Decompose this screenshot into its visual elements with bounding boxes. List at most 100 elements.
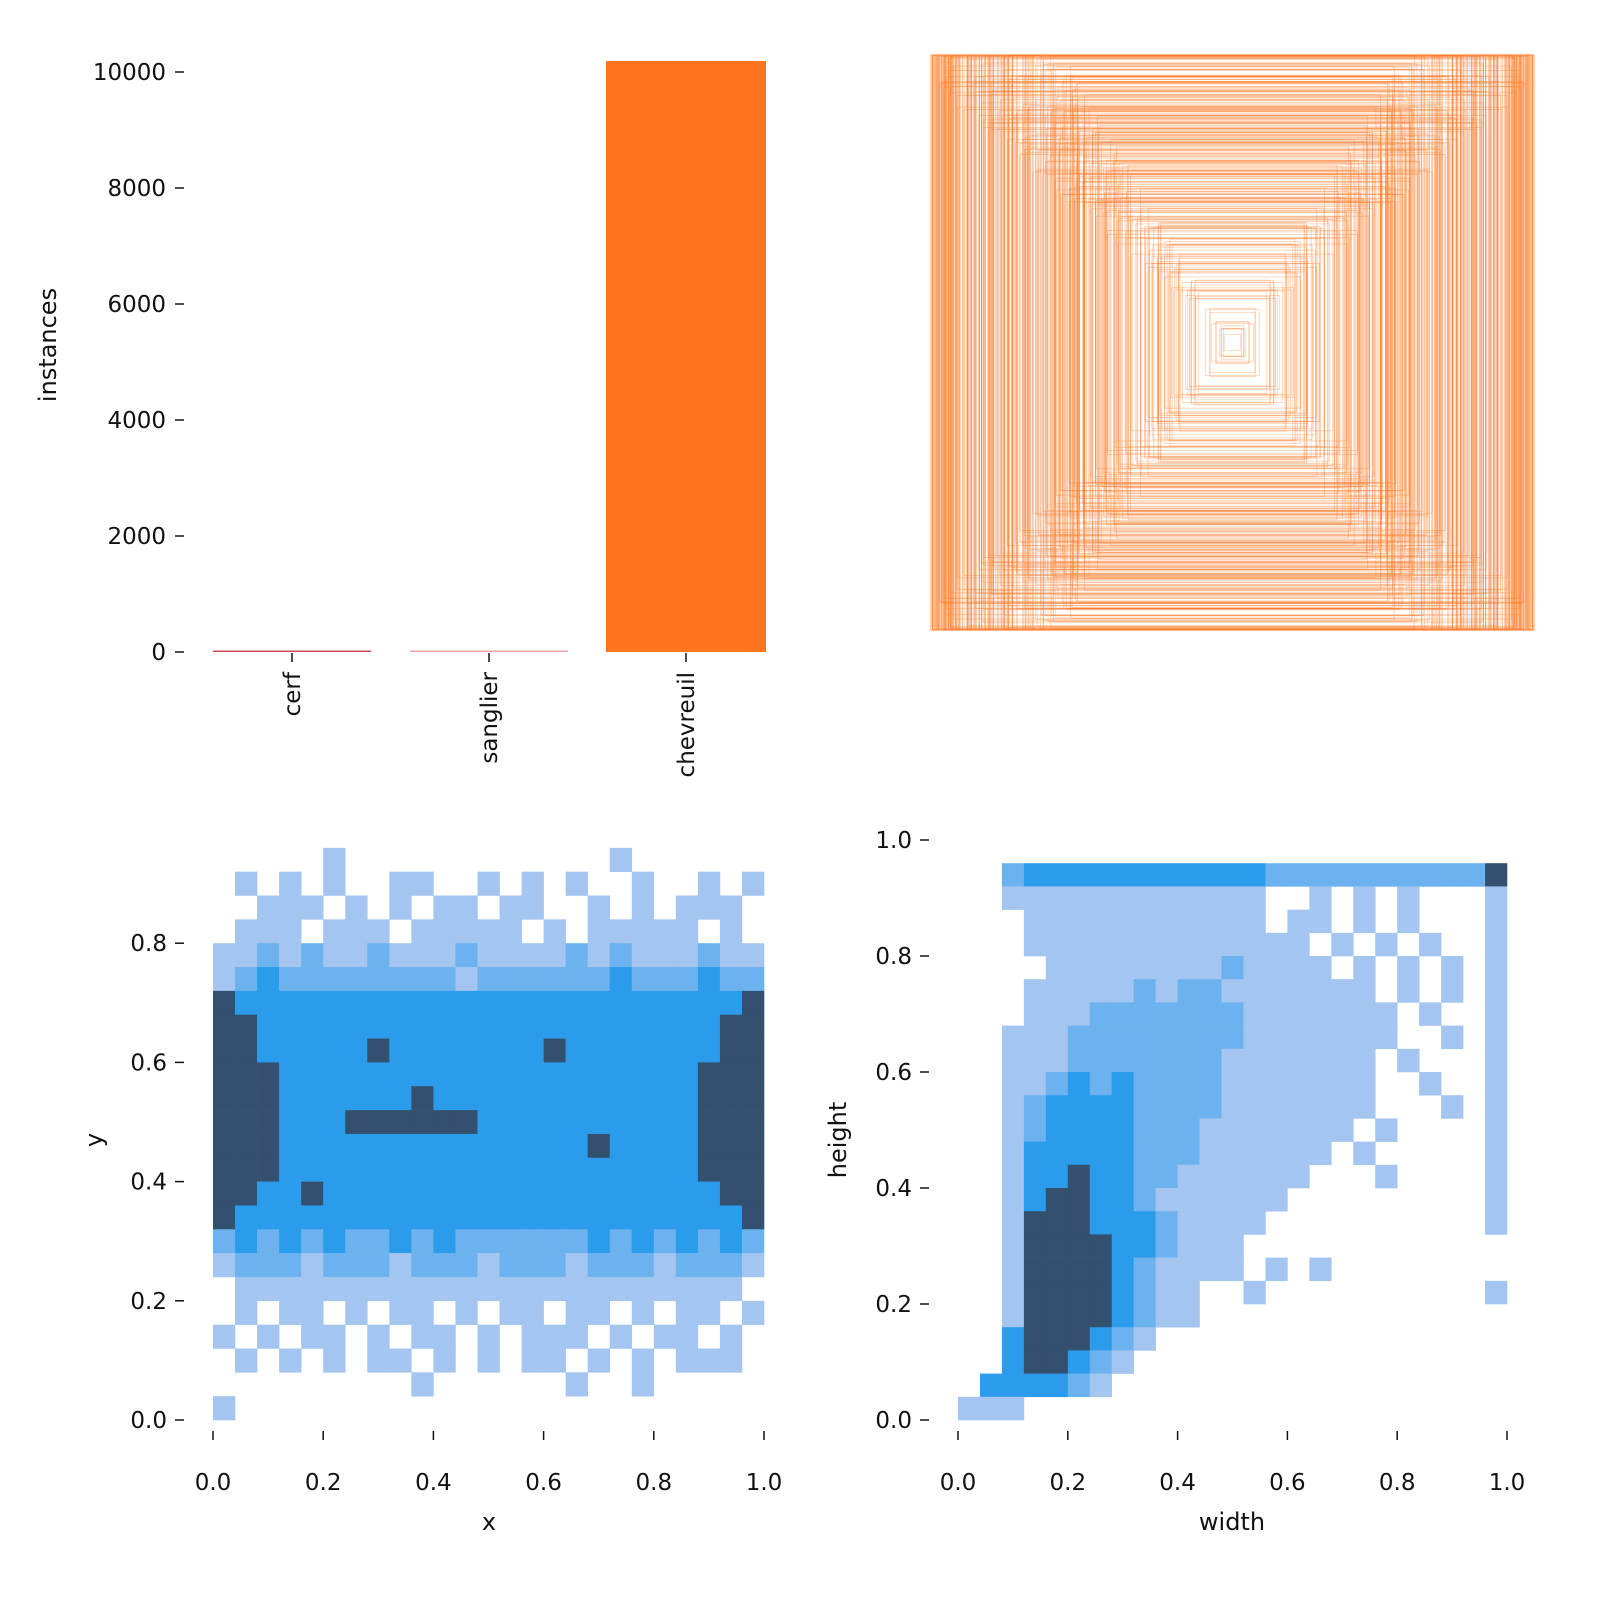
heat-cell <box>1133 979 1156 1003</box>
wh-xlabel: width <box>1199 1508 1265 1536</box>
heat-cell <box>499 1300 522 1325</box>
heat-cell <box>301 1062 324 1087</box>
heat-cell <box>1265 932 1288 957</box>
bbox-rect <box>1065 142 1400 543</box>
heat-cell <box>719 1181 743 1206</box>
heat-cell <box>543 1038 566 1063</box>
heat-cell <box>389 871 412 896</box>
bbox-rect <box>989 54 1476 631</box>
heat-cell <box>499 1133 522 1159</box>
wh-ylabel: height <box>824 1102 852 1179</box>
bbox-rect <box>950 54 1515 631</box>
heat-cell <box>345 895 368 920</box>
heat-cell <box>433 1348 456 1373</box>
bbox-rect <box>1041 69 1424 616</box>
heat-cell <box>1133 1327 1156 1351</box>
heat-cell <box>653 1133 677 1159</box>
heat-cell <box>301 1229 324 1254</box>
bbox-rect <box>1114 159 1351 526</box>
heat-cell <box>477 1038 500 1063</box>
bbox-rect <box>1043 57 1422 628</box>
bbox-rect <box>1096 142 1369 543</box>
heat-cell <box>1243 1095 1266 1119</box>
heat-cell <box>1177 979 1200 1003</box>
bbox-rect <box>1004 54 1461 631</box>
bbox-rect <box>951 54 1514 631</box>
heat-cell <box>697 895 721 920</box>
heat-cell <box>565 1181 588 1206</box>
heat-cell <box>455 943 478 968</box>
heat-cell <box>1001 863 1025 887</box>
bbox-rect <box>1073 198 1392 487</box>
heat-cell <box>697 1300 721 1325</box>
heat-cell <box>521 1086 544 1111</box>
heat-cell <box>367 943 390 968</box>
heat-cell <box>433 1229 456 1254</box>
heat-cell <box>1089 932 1113 957</box>
bbox-rect <box>1170 287 1295 398</box>
heat-cell <box>235 1110 258 1135</box>
bbox-rect <box>1116 220 1349 465</box>
bbox-rect <box>974 54 1491 631</box>
heat-cell <box>609 847 633 872</box>
heat-cell <box>1177 1141 1200 1166</box>
heat-cell <box>1023 979 1047 1003</box>
bbox-rect <box>1039 55 1426 630</box>
heat-cell <box>411 919 434 944</box>
heat-cell <box>345 943 368 968</box>
heat-cell <box>543 1205 566 1230</box>
heat-cell <box>1243 863 1266 887</box>
heat-cell <box>1485 886 1508 910</box>
heat-cell <box>1023 1072 1047 1096</box>
bbox-rect <box>967 54 1498 631</box>
heat-cell <box>499 1157 522 1182</box>
heat-cell <box>565 1300 588 1325</box>
bbox-rect <box>936 54 1529 631</box>
heat-cell <box>367 1157 390 1182</box>
heat-cell <box>323 1014 346 1039</box>
heat-cell <box>1023 1350 1047 1374</box>
heat-cell <box>1397 956 1420 980</box>
heat-cell <box>1023 1373 1047 1398</box>
heat-cell <box>1023 932 1047 957</box>
heat-cell <box>697 967 721 992</box>
heat-cell <box>1309 1072 1332 1096</box>
bbox-rect <box>1073 105 1392 580</box>
heat-cell <box>257 943 280 968</box>
bbox-rect <box>1077 114 1388 571</box>
heat-cell <box>1265 1025 1288 1050</box>
heat-cell <box>1353 1002 1376 1026</box>
heat-cell <box>279 990 302 1016</box>
bbox-rect <box>980 54 1485 631</box>
bbox-rect <box>949 86 1516 599</box>
heat-cell <box>389 1181 412 1206</box>
bbox-rect <box>1052 66 1413 619</box>
bbox-rect <box>1222 328 1243 357</box>
bbox-rect <box>1058 150 1407 535</box>
heat-cell <box>1419 863 1442 887</box>
bbox-rect <box>1064 110 1401 575</box>
bbox-rect <box>1095 199 1370 486</box>
bbox-rect <box>1054 143 1411 542</box>
bbox-rect <box>1174 268 1291 417</box>
bbox-rect <box>1022 54 1443 631</box>
heat-cell <box>235 919 258 944</box>
heat-cell <box>521 1300 544 1325</box>
heat-cell <box>389 1229 412 1254</box>
heat-cell <box>345 1229 368 1254</box>
heat-cell <box>411 1133 434 1159</box>
heat-cell <box>411 871 434 896</box>
y-tick-label: 8000 <box>107 176 166 202</box>
bbox-rect <box>1178 257 1287 428</box>
bbox-rect <box>1078 129 1387 556</box>
heat-cell <box>301 1181 324 1206</box>
heat-cell <box>389 1253 412 1278</box>
bbox-rect <box>1140 207 1325 478</box>
heat-cell <box>543 1229 566 1254</box>
bbox-rect <box>945 54 1520 631</box>
heat-cell <box>455 1300 478 1325</box>
heat-cell <box>1023 1304 1047 1328</box>
heat-cell <box>1001 1234 1025 1258</box>
heat-cell <box>587 895 611 920</box>
heat-cell <box>1067 1211 1091 1235</box>
